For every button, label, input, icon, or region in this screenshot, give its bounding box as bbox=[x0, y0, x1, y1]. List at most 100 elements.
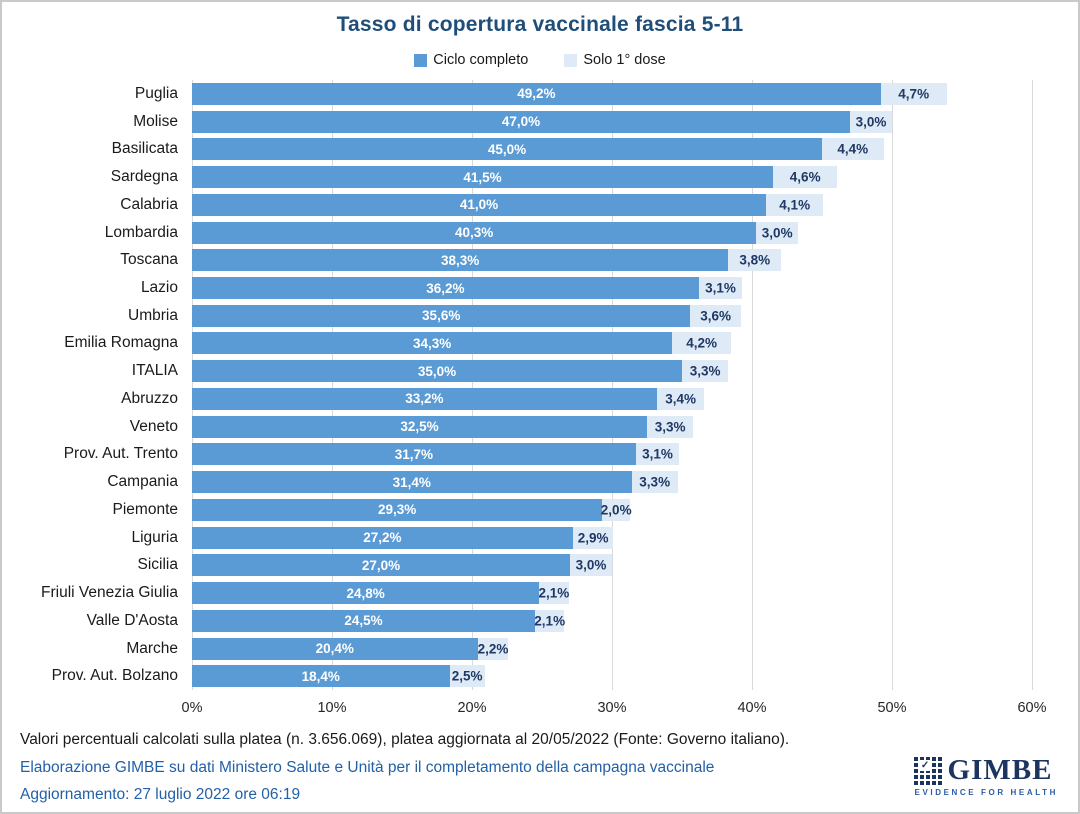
footnote-elaboration: Elaborazione GIMBE su dati Ministero Sal… bbox=[20, 759, 715, 776]
bar-value-solo-1-dose: 3,0% bbox=[575, 557, 607, 573]
bar-value-ciclo-completo: 29,3% bbox=[377, 502, 417, 518]
region-label: Veneto bbox=[129, 417, 178, 435]
region-label: Prov. Aut. Bolzano bbox=[51, 667, 178, 685]
bar-value-ciclo-completo: 49,2% bbox=[517, 86, 556, 102]
bar-ciclo-completo: 34,3% bbox=[192, 332, 673, 355]
bar-value-ciclo-completo: 27,0% bbox=[361, 557, 401, 573]
chart-row: Lazio 36,2% 3,1% bbox=[0, 274, 1032, 302]
bar-ciclo-completo: 24,8% bbox=[192, 582, 540, 605]
bar-solo-1-dose bbox=[635, 443, 680, 466]
x-axis-tick: 50% bbox=[877, 700, 907, 716]
bar-value-ciclo-completo: 20,4% bbox=[315, 641, 354, 657]
bar-value-ciclo-completo: 36,2% bbox=[426, 280, 465, 296]
chart-row: Sicilia 27,0% 3,0% bbox=[0, 551, 1032, 579]
bar-solo-1-dose bbox=[682, 360, 729, 383]
chart-row: Prov. Aut. Bolzano 18,4% 2,5% bbox=[0, 662, 1032, 690]
region-label: Piemonte bbox=[112, 500, 178, 518]
bar-value-solo-1-dose: 2,1% bbox=[538, 585, 570, 601]
chart-row: Molise 47,0% 3,0% bbox=[0, 108, 1032, 136]
bar-value-ciclo-completo: 34,3% bbox=[412, 335, 452, 351]
bar-track: 24,5% 2,1% bbox=[192, 609, 1032, 632]
bar-solo-1-dose bbox=[535, 609, 565, 632]
x-axis-tick: 20% bbox=[457, 700, 487, 716]
x-axis-tick: 40% bbox=[737, 700, 767, 716]
bar-solo-1-dose bbox=[850, 110, 892, 133]
legend-item: Ciclo completo bbox=[414, 52, 528, 68]
bar-solo-1-dose bbox=[728, 249, 782, 272]
legend-label: Ciclo completo bbox=[433, 52, 529, 68]
bar-value-solo-1-dose: 2,1% bbox=[534, 613, 566, 629]
bar-solo-1-dose bbox=[690, 304, 741, 327]
bar-value-solo-1-dose: 2,9% bbox=[577, 530, 609, 546]
bar-value-ciclo-completo: 24,5% bbox=[344, 613, 383, 629]
bar-value-solo-1-dose: 3,0% bbox=[855, 114, 887, 130]
bar-solo-1-dose bbox=[647, 415, 694, 438]
bar-value-ciclo-completo: 47,0% bbox=[501, 114, 541, 130]
bar-value-ciclo-completo: 27,2% bbox=[363, 530, 402, 546]
footnote-updated: Aggiornamento: 27 luglio 2022 ore 06:19 bbox=[20, 786, 301, 803]
chart-row: Marche 20,4% 2,2% bbox=[0, 635, 1032, 663]
gridline bbox=[1032, 80, 1033, 690]
chart-row: ITALIA 35,0% 3,3% bbox=[0, 357, 1032, 385]
plot-area: Puglia 49,2% 4,7% Molise 47,0% 3,0% Basilicata… bbox=[41, 80, 1033, 690]
region-label: Puglia bbox=[134, 84, 178, 102]
legend-swatch-icon bbox=[564, 53, 578, 67]
bar-ciclo-completo: 38,3% bbox=[192, 249, 729, 272]
chart-title: Tasso di copertura vaccinale fascia 5-11 bbox=[336, 13, 744, 36]
region-label: Campania bbox=[107, 473, 178, 491]
bar-value-solo-1-dose: 2,2% bbox=[477, 641, 509, 657]
bar-ciclo-completo: 41,5% bbox=[192, 166, 773, 189]
region-label: Molise bbox=[133, 112, 178, 130]
chart-row: Umbria 35,6% 3,6% bbox=[0, 302, 1032, 330]
chart-row: Abruzzo 33,2% 3,4% bbox=[0, 385, 1032, 413]
bar-solo-1-dose bbox=[570, 554, 612, 577]
bar-track: 27,0% 3,0% bbox=[192, 554, 1032, 577]
bar-solo-1-dose bbox=[631, 471, 678, 494]
region-label: ITALIA bbox=[131, 362, 178, 380]
region-label: Umbria bbox=[128, 306, 178, 324]
bar-solo-1-dose bbox=[880, 82, 947, 105]
bar-track: 27,2% 2,9% bbox=[192, 526, 1032, 549]
region-label: Lazio bbox=[140, 279, 178, 296]
bar-value-solo-1-dose: 3,0% bbox=[761, 225, 793, 241]
logo-tagline: EVIDENCE FOR HEALTH bbox=[914, 788, 1058, 797]
bar-value-solo-1-dose: 3,1% bbox=[705, 280, 736, 296]
region-label: Friuli Venezia Giulia bbox=[41, 584, 178, 602]
bar-ciclo-completo: 36,2% bbox=[192, 277, 699, 299]
bar-value-ciclo-completo: 41,0% bbox=[459, 197, 499, 213]
bar-ciclo-completo: 49,2% bbox=[192, 82, 881, 105]
region-label: Emilia Romagna bbox=[64, 334, 178, 352]
chart-row: Sardegna 41,5% 4,6% bbox=[0, 163, 1032, 191]
bar-solo-1-dose bbox=[756, 221, 799, 244]
bar-track: 41,5% 4,6% bbox=[192, 166, 1032, 189]
gridline bbox=[892, 80, 893, 690]
region-label: Lombardia bbox=[104, 223, 178, 241]
bar-value-ciclo-completo: 31,4% bbox=[392, 474, 431, 490]
legend-swatch-icon bbox=[414, 53, 428, 67]
bar-ciclo-completo: 32,5% bbox=[192, 415, 647, 438]
bar-value-solo-1-dose: 2,5% bbox=[451, 668, 483, 684]
chart-row: Puglia 49,2% 4,7% bbox=[0, 80, 1032, 108]
bar-value-solo-1-dose: 3,6% bbox=[700, 308, 731, 324]
bar-solo-1-dose bbox=[449, 665, 485, 688]
gridline bbox=[332, 80, 333, 690]
x-axis: 0% 10% 20% 30% 40% 50% 60% bbox=[182, 700, 1047, 720]
bar-track: 24,8% 2,1% bbox=[192, 582, 1032, 605]
bar-value-solo-1-dose: 4,4% bbox=[837, 141, 869, 157]
bar-value-solo-1-dose: 3,4% bbox=[665, 391, 696, 407]
bar-track: 35,6% 3,6% bbox=[192, 304, 1032, 327]
chart-row: Liguria 27,2% 2,9% bbox=[0, 524, 1032, 552]
chart-row: Lombardia 40,3% 3,0% bbox=[0, 219, 1032, 247]
bar-solo-1-dose bbox=[773, 166, 838, 189]
chart-row: Friuli Venezia Giulia 24,8% 2,1% bbox=[0, 579, 1032, 607]
chart-row: Veneto 32,5% 3,3% bbox=[0, 413, 1032, 441]
region-label: Valle D'Aosta bbox=[86, 611, 178, 629]
bar-track: 20,4% 2,2% bbox=[192, 637, 1032, 660]
bar-track: 36,2% 3,1% bbox=[192, 277, 1032, 299]
x-axis-tick: 0% bbox=[181, 700, 203, 716]
x-axis-tick: 60% bbox=[1017, 700, 1047, 716]
gimbe-logo: ✓ GIMBE EVIDENCE FOR HEALTH bbox=[913, 756, 1058, 797]
bar-value-ciclo-completo: 32,5% bbox=[400, 419, 439, 435]
chart-row: Basilicata 45,0% 4,4% bbox=[0, 135, 1032, 163]
bar-solo-1-dose bbox=[602, 498, 631, 521]
